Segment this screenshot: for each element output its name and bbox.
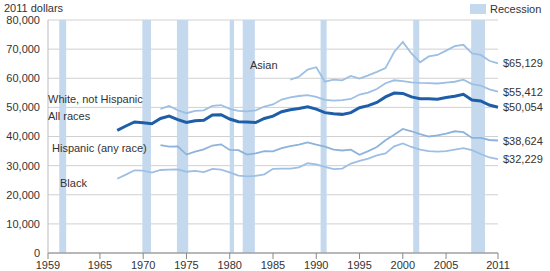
svg-text:80,000: 80,000 <box>8 14 40 26</box>
svg-text:60,000: 60,000 <box>8 72 40 84</box>
svg-text:50,000: 50,000 <box>8 101 40 113</box>
svg-text:$55,412: $55,412 <box>503 86 542 98</box>
svg-text:0: 0 <box>34 247 40 259</box>
html-text:2011 dollars: 2011 dollars <box>4 2 64 14</box>
svg-text:30,000: 30,000 <box>8 160 40 172</box>
html-text:Asian: Asian <box>250 59 278 71</box>
html-text:Recession: Recession <box>490 3 542 15</box>
svg-text:10,000: 10,000 <box>8 218 40 230</box>
svg-text:$38,624: $38,624 <box>503 135 542 147</box>
svg-text:40,000: 40,000 <box>8 130 40 142</box>
svg-text:$65,129: $65,129 <box>503 57 542 69</box>
svg-text:$32,229: $32,229 <box>503 153 542 165</box>
svg-text:1980: 1980 <box>217 259 241 271</box>
svg-text:$50,054: $50,054 <box>503 101 542 113</box>
svg-text:1985: 1985 <box>261 259 285 271</box>
svg-text:1995: 1995 <box>347 259 371 271</box>
html-text:White, not Hispanic: White, not Hispanic <box>48 93 143 105</box>
svg-text:1959: 1959 <box>36 259 60 271</box>
svg-text:1975: 1975 <box>174 259 198 271</box>
html-text:Black: Black <box>60 177 87 189</box>
html-text:All races: All races <box>48 110 91 122</box>
svg-text:20,000: 20,000 <box>8 189 40 201</box>
svg-text:2005: 2005 <box>434 259 458 271</box>
svg-text:1990: 1990 <box>304 259 328 271</box>
svg-text:70,000: 70,000 <box>8 43 40 55</box>
html-text:Hispanic (any race): Hispanic (any race) <box>52 142 147 154</box>
svg-text:1970: 1970 <box>131 259 155 271</box>
svg-text:2000: 2000 <box>391 259 415 271</box>
svg-text:2011: 2011 <box>486 259 510 271</box>
svg-text:1965: 1965 <box>88 259 112 271</box>
